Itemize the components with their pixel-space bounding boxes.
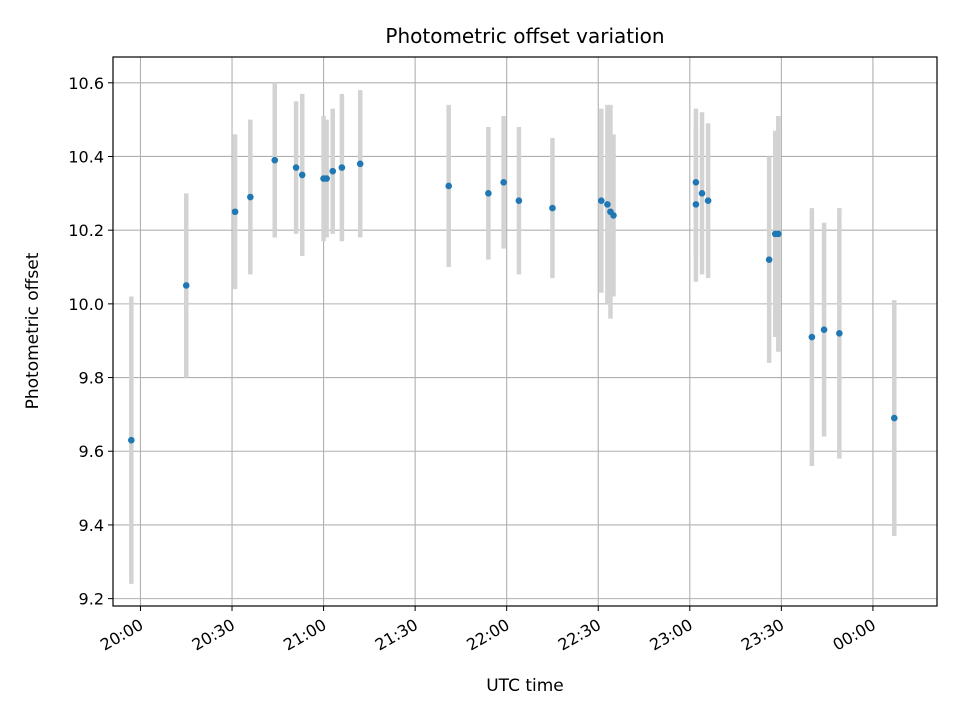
data-point xyxy=(292,164,300,171)
data-point xyxy=(836,330,843,337)
data-point xyxy=(445,182,453,190)
data-point xyxy=(549,204,556,212)
y-tick-label: 9.6 xyxy=(79,442,104,461)
data-point xyxy=(271,156,279,164)
data-point xyxy=(329,167,337,175)
data-point xyxy=(698,190,706,197)
y-tick-label: 10.0 xyxy=(68,295,104,314)
x-axis-label: UTC time xyxy=(486,676,564,696)
y-tick-label: 10.6 xyxy=(68,74,104,93)
y-axis: 9.2 9.4 9.6 9.8 10.0 10.2 10.4 10.6 xyxy=(68,74,113,609)
data-point xyxy=(808,333,816,341)
data-point xyxy=(765,256,773,263)
data-point xyxy=(231,208,239,216)
data-point xyxy=(515,197,523,204)
y-tick-label: 9.4 xyxy=(79,516,104,535)
data-point xyxy=(775,230,782,238)
data-point xyxy=(182,282,190,289)
y-axis-label: Photometric offset xyxy=(23,252,43,409)
data-point xyxy=(128,436,135,444)
y-tick-label: 10.4 xyxy=(68,147,104,166)
data-point xyxy=(485,190,492,197)
data-point xyxy=(604,201,611,208)
data-point xyxy=(610,212,617,219)
data-point xyxy=(890,414,898,422)
data-point xyxy=(692,178,700,186)
y-tick-label: 10.2 xyxy=(68,221,104,240)
data-point xyxy=(338,164,346,171)
data-point xyxy=(356,160,364,168)
data-point xyxy=(597,197,605,204)
y-tick-label: 9.8 xyxy=(79,369,104,388)
data-point xyxy=(323,175,330,182)
y-tick-label: 9.2 xyxy=(79,590,104,609)
data-point xyxy=(247,193,254,201)
data-point xyxy=(298,171,306,179)
chart-title: Photometric offset variation xyxy=(385,24,664,48)
data-point xyxy=(820,326,828,333)
plot-frame xyxy=(112,56,938,607)
data-point xyxy=(692,201,700,208)
data-point xyxy=(500,178,507,186)
data-points xyxy=(128,156,898,444)
data-point xyxy=(704,197,712,204)
